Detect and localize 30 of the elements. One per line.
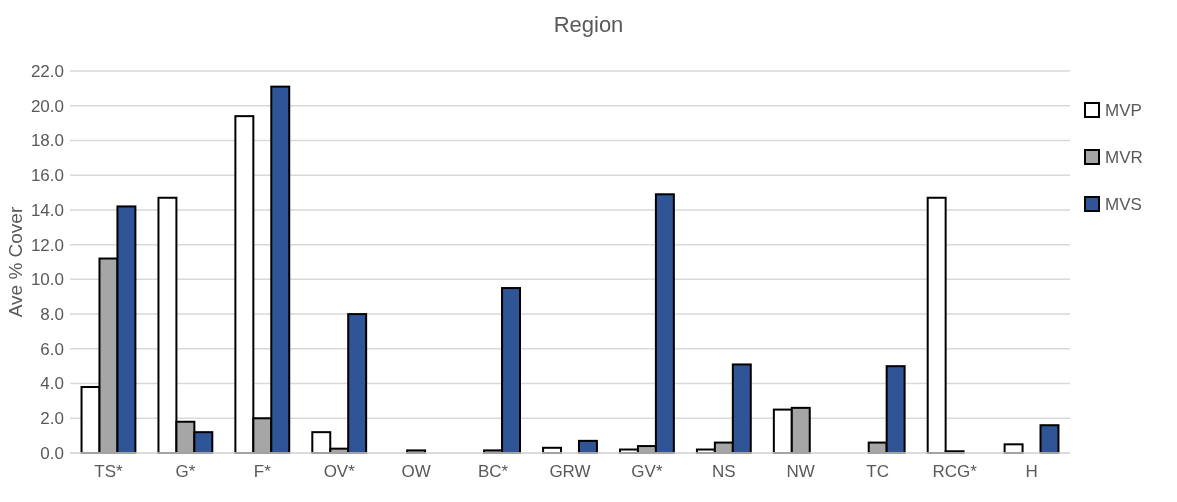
y-tick-label: 0.0	[40, 443, 64, 463]
x-tick-label: OV*	[323, 462, 356, 481]
y-tick-label: 22.0	[30, 61, 64, 81]
y-tick-label: 6.0	[40, 339, 64, 359]
x-tick-label: GRW	[549, 462, 591, 481]
x-tick-label: TC	[866, 462, 890, 481]
x-tick-label: RCG*	[932, 462, 978, 481]
y-tick-label: 10.0	[30, 270, 64, 290]
x-tick-label: OW	[401, 462, 431, 481]
legend-label: MVR	[1105, 147, 1143, 167]
x-tick-label: TS*	[94, 462, 124, 481]
y-tick-label: 14.0	[30, 200, 64, 220]
x-tick-label: NW	[786, 462, 815, 481]
x-tick-label: F*	[253, 462, 272, 481]
chart-title: Region	[553, 12, 624, 37]
x-tick-label: GV*	[631, 462, 663, 481]
legend-label: MVP	[1105, 100, 1142, 120]
y-tick-label: 16.0	[30, 166, 64, 186]
y-tick-label: 12.0	[30, 235, 64, 255]
x-tick-label: NS	[712, 462, 736, 481]
x-tick-label: G*	[175, 462, 196, 481]
y-tick-label: 20.0	[30, 96, 64, 116]
legend-label: MVS	[1105, 194, 1142, 214]
x-tick-label: BC*	[477, 462, 509, 481]
y-tick-label: 8.0	[40, 305, 64, 325]
y-tick-label: 2.0	[40, 409, 64, 429]
y-axis-title: Ave % Cover	[5, 206, 26, 318]
y-tick-label: 18.0	[30, 131, 64, 151]
y-tick-label: 4.0	[40, 374, 64, 394]
x-tick-label: H	[1025, 462, 1038, 481]
